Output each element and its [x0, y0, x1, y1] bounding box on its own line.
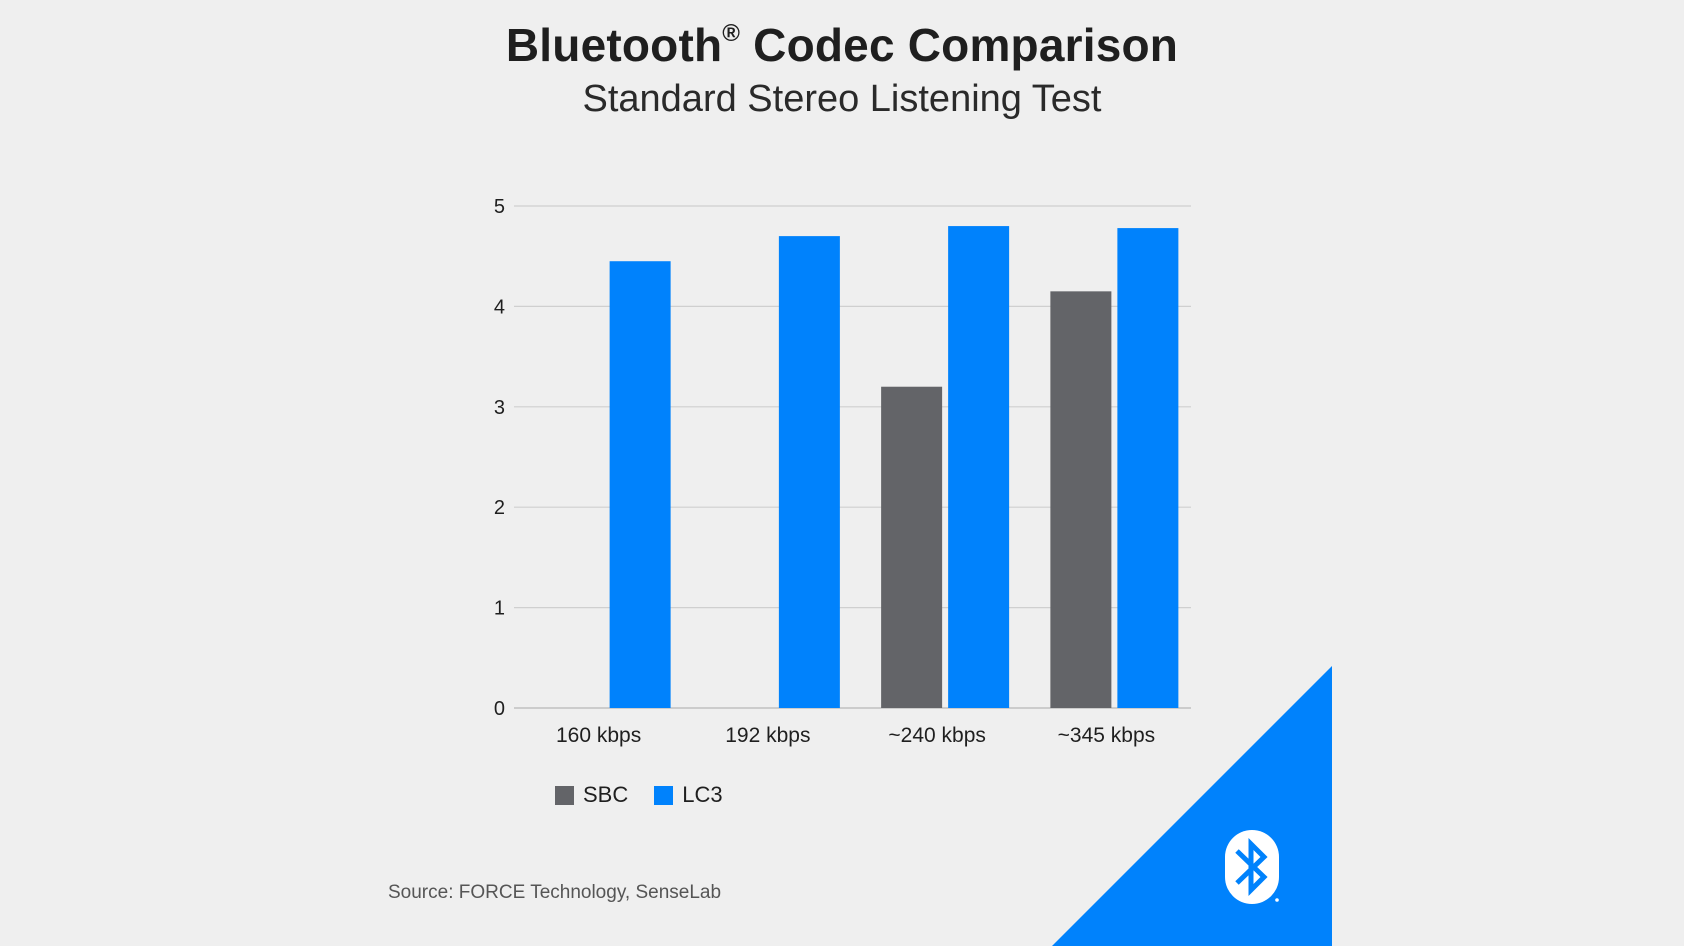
y-tick-label-4: 4 — [494, 296, 505, 318]
source-note: Source: FORCE Technology, SenseLab — [388, 882, 722, 903]
corner-triangle — [1052, 666, 1332, 946]
x-tick-label-3: ~240 kbps — [888, 724, 986, 747]
chart-subtitle: Standard Stereo Listening Test — [582, 78, 1102, 120]
legend-item-sbc: SBC — [555, 782, 628, 808]
y-tick-label-0: 0 — [494, 698, 505, 720]
legend-label-sbc: SBC — [583, 782, 629, 807]
y-tick-label-5: 5 — [494, 196, 505, 218]
legend-swatch-lc3 — [654, 785, 674, 805]
bar-sbc-4 — [1050, 291, 1112, 708]
chart-title: Bluetooth® Codec Comparison — [505, 19, 1179, 71]
bluetooth-logo-icon — [1225, 830, 1279, 904]
bar-sbc-3 — [881, 386, 943, 708]
bar-lc3-2 — [778, 236, 840, 708]
y-tick-label-2: 2 — [494, 497, 505, 519]
x-tick-label-1: 160 kbps — [556, 724, 641, 747]
y-tick-label-1: 1 — [494, 598, 505, 620]
legend: SBC LC3 — [555, 782, 749, 808]
bar-lc3-1 — [609, 261, 671, 708]
legend-label-lc3: LC3 — [682, 782, 723, 807]
legend-swatch-sbc — [555, 785, 574, 805]
x-tick-label-2: 192 kbps — [725, 724, 810, 747]
bar-lc3-4 — [1117, 228, 1179, 708]
bar-lc3-3 — [948, 226, 1010, 708]
y-tick-label-3: 3 — [494, 397, 505, 419]
x-tick-label-4: ~345 kbps — [1058, 724, 1156, 747]
legend-item-lc3: LC3 — [654, 782, 723, 808]
